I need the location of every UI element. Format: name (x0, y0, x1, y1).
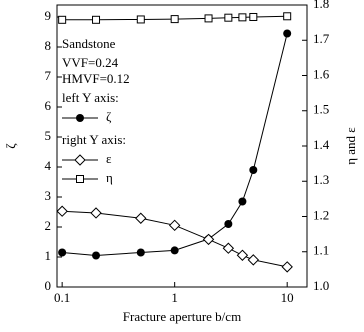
annotation: Sandstone (62, 36, 116, 51)
x-axis-label: Fracture aperture b/cm (123, 309, 241, 324)
marker (136, 248, 145, 257)
y-tick-label: 5 (45, 128, 52, 143)
marker (281, 261, 293, 273)
marker (249, 12, 258, 21)
x-tick-label: 10 (281, 290, 294, 305)
marker (92, 251, 101, 260)
legend-label: η (106, 170, 113, 185)
legend-marker (76, 114, 84, 122)
y2-tick-label: 1.2 (313, 207, 329, 222)
marker (283, 12, 292, 21)
annotation: right Y axis: (62, 132, 126, 147)
marker (170, 15, 179, 24)
y-tick-label: 1 (45, 248, 52, 263)
legend-label: ζ (106, 109, 112, 124)
marker (224, 13, 233, 22)
y-axis-label: ζ (3, 143, 18, 149)
x-tick-label: 1 (171, 290, 178, 305)
marker (56, 205, 68, 217)
marker (238, 197, 247, 206)
legend-marker (74, 154, 86, 166)
marker (236, 249, 249, 261)
legend-marker (76, 175, 84, 183)
y2-tick-label: 1.4 (313, 137, 330, 152)
y2-tick-label: 1.8 (313, 0, 329, 11)
y2-tick-label: 1.3 (313, 172, 329, 187)
marker (135, 212, 147, 224)
marker (222, 242, 235, 254)
marker (202, 233, 215, 246)
y-tick-label: 0 (45, 278, 52, 293)
x-tick-label: 0.1 (54, 290, 70, 305)
annotation: HMVF=0.12 (62, 71, 130, 86)
marker (247, 254, 260, 266)
y-tick-label: 7 (45, 68, 52, 83)
y-tick-label: 4 (45, 158, 52, 173)
y2-tick-label: 1.0 (313, 278, 329, 293)
marker (249, 166, 258, 174)
marker (90, 207, 102, 219)
marker (136, 15, 145, 24)
y2-tick-label: 1.6 (313, 66, 330, 81)
marker (224, 220, 233, 228)
annotation: VVF=0.24 (62, 55, 119, 70)
marker (238, 13, 247, 22)
marker (170, 246, 179, 255)
marker (92, 15, 101, 24)
y-tick-label: 2 (45, 218, 52, 233)
y2-tick-label: 1.7 (313, 31, 330, 46)
y-tick-label: 3 (45, 188, 52, 203)
y2-axis-label: η and ε (343, 127, 358, 165)
y-tick-label: 9 (45, 8, 52, 23)
annotation: left Y axis: (62, 90, 119, 105)
y2-tick-label: 1.1 (313, 243, 329, 258)
marker (58, 15, 67, 24)
y-tick-label: 6 (45, 98, 52, 113)
y-tick-label: 8 (45, 38, 52, 53)
marker (168, 219, 181, 232)
y2-tick-label: 1.5 (313, 102, 329, 117)
marker (58, 248, 67, 257)
marker (283, 29, 292, 38)
legend-label: ε (106, 151, 112, 166)
marker (204, 14, 213, 23)
